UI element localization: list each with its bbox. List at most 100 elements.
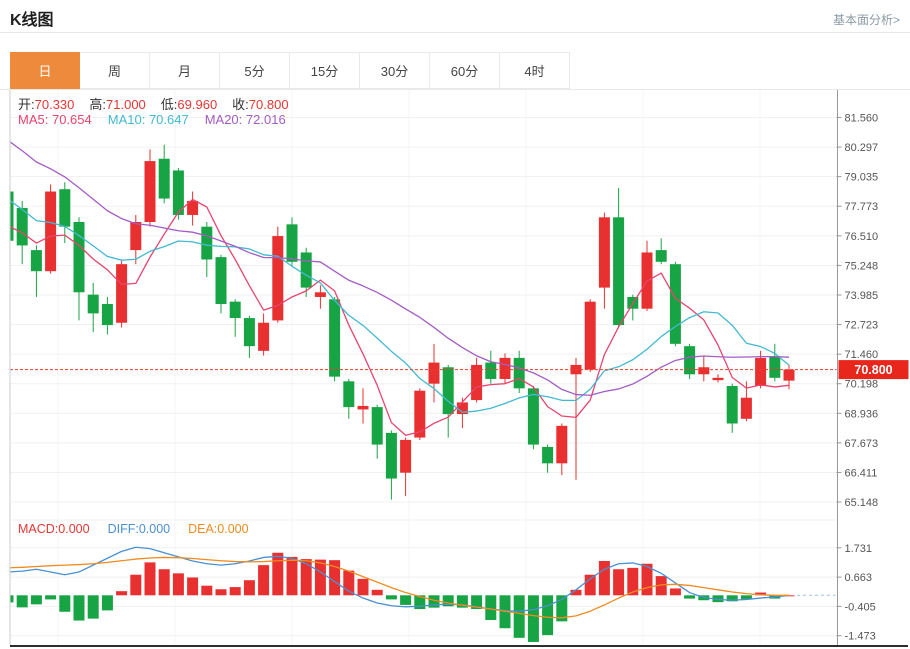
candle — [385, 430, 397, 500]
candle — [542, 444, 554, 473]
candlestick-series — [10, 144, 795, 500]
macd-readout: MACD:0.000 DIFF:0.000 DEA:0.000 — [18, 522, 249, 536]
candle — [712, 374, 724, 383]
candle — [101, 296, 113, 335]
low-readout: 低:69.960 — [160, 97, 218, 112]
macd-bar — [116, 591, 128, 596]
macd-bar — [243, 580, 255, 596]
candle — [215, 254, 227, 314]
candle — [201, 221, 213, 278]
price-tick-label: 79.035 — [845, 172, 879, 184]
ma20-line — [10, 141, 790, 396]
candle — [499, 353, 511, 384]
tab-60分[interactable]: 60分 — [430, 52, 500, 89]
tab-15分[interactable]: 15分 — [290, 52, 360, 89]
candle — [30, 245, 42, 297]
price-tick-label: 70.198 — [845, 379, 879, 391]
page-title: K线图 — [10, 12, 54, 29]
macd-bar — [456, 595, 468, 608]
dea-line — [10, 556, 789, 619]
macd-bar — [584, 574, 596, 596]
macd-bar — [726, 595, 738, 602]
diff-line — [10, 546, 790, 612]
macd-bar — [16, 595, 28, 608]
macd-bar — [158, 569, 170, 596]
candle — [59, 182, 71, 244]
candle — [400, 437, 412, 497]
candle — [655, 238, 667, 265]
macd-bar — [45, 595, 57, 600]
candle — [300, 247, 312, 297]
macd-bar — [684, 595, 696, 599]
macd-bar — [371, 589, 383, 596]
macd-bar — [130, 574, 142, 596]
candle — [187, 191, 199, 226]
ohlc-readout: 开:70.330 高:71.000 低:69.960 收:70.800 — [18, 94, 289, 113]
candle — [584, 299, 596, 372]
macd-tick-label: -1.473 — [845, 631, 876, 643]
macd-bar — [655, 576, 667, 596]
tab-30分[interactable]: 30分 — [360, 52, 430, 89]
candle — [243, 315, 255, 358]
candle — [726, 383, 738, 433]
header-divider — [0, 32, 910, 33]
candle — [471, 357, 483, 403]
price-tick-label: 67.673 — [845, 438, 879, 450]
price-tick-label: 75.248 — [845, 260, 879, 272]
macd-bar — [258, 565, 270, 596]
tab-4时[interactable]: 4时 — [500, 52, 570, 89]
candle — [272, 226, 284, 323]
macd-bar — [485, 595, 497, 620]
tab-strip-bottom-border — [0, 89, 910, 90]
macd-bar — [10, 595, 14, 603]
macd-bar — [570, 589, 582, 596]
macd-bar — [172, 573, 184, 596]
tab-5分[interactable]: 5分 — [220, 52, 290, 89]
price-tick-label: 66.411 — [845, 467, 878, 479]
price-axis: 81.560 80.297 79.035 77.773 76.510 75.248 73.9… — [836, 113, 879, 643]
high-readout: 高:71.000 — [89, 97, 146, 112]
candle — [45, 184, 57, 274]
candle — [485, 350, 497, 384]
ma10-line — [10, 199, 790, 413]
macd-bar — [428, 595, 440, 608]
candle — [684, 343, 696, 379]
candle — [556, 423, 568, 476]
candle — [371, 404, 383, 459]
price-tick-label: 71.460 — [845, 349, 879, 361]
tab-月[interactable]: 月 — [150, 52, 220, 89]
macd-bar — [527, 595, 539, 642]
macd-bar — [87, 595, 99, 619]
tab-周[interactable]: 周 — [80, 52, 150, 89]
macd-bar — [357, 578, 369, 596]
macd-bar — [641, 563, 653, 596]
candle — [229, 299, 241, 337]
fundamental-analysis-link[interactable]: 基本面分析> — [832, 13, 900, 27]
candle — [513, 350, 525, 394]
macd-bar — [627, 567, 639, 596]
macd-bar — [712, 595, 724, 603]
tab-日[interactable]: 日 — [10, 52, 80, 89]
ma5-line — [10, 198, 790, 436]
macd-bar — [542, 595, 554, 636]
candle — [87, 282, 99, 333]
macd-bar — [201, 585, 213, 596]
macd-bar — [598, 561, 610, 596]
open-readout: 开:70.330 — [18, 97, 75, 112]
macd-bar — [144, 562, 156, 596]
macd-bar — [187, 577, 199, 596]
tab-strip: 日周月 5分 15分 30分 60分 4时 — [10, 52, 570, 89]
candle — [10, 191, 14, 241]
macd-bar — [343, 570, 355, 596]
candle — [613, 188, 625, 328]
ma-lines — [10, 141, 790, 436]
svg-text:70.800: 70.800 — [854, 363, 892, 377]
macd-bar — [385, 595, 397, 600]
ma20-readout: MA20: 72.016 — [204, 112, 286, 127]
candle — [144, 149, 156, 227]
macd-bar — [101, 595, 113, 611]
macd-histogram — [10, 546, 795, 642]
candle — [158, 144, 170, 204]
ma5-readout: MA5: 70.654 — [18, 112, 92, 127]
